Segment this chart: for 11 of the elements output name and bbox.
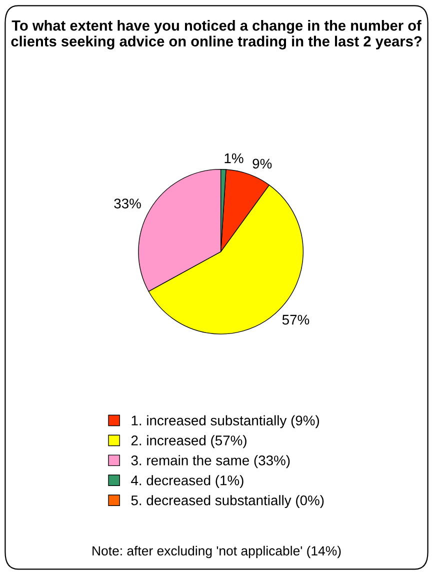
data-label: 1%: [224, 153, 244, 164]
legend-label: 2. increased (57%): [131, 435, 246, 448]
legend-label: 5. decreased substantially (0%): [131, 495, 324, 508]
data-label: 9%: [252, 158, 272, 169]
data-label: 33%: [114, 198, 141, 208]
legend-label: 4. decreased (1%): [131, 475, 244, 488]
data-label: 57%: [282, 314, 310, 325]
chart-title: To what extent have you noticed a change in the number of clients seeking advice on online trading in the last 2 years?: [11, 20, 422, 50]
text: Note: after excluding 'not applicable' (14%): [92, 546, 341, 558]
legend-label: 1. increased substantially (9%): [132, 415, 320, 428]
legend-label: 3. remain the same (33%): [131, 455, 290, 468]
